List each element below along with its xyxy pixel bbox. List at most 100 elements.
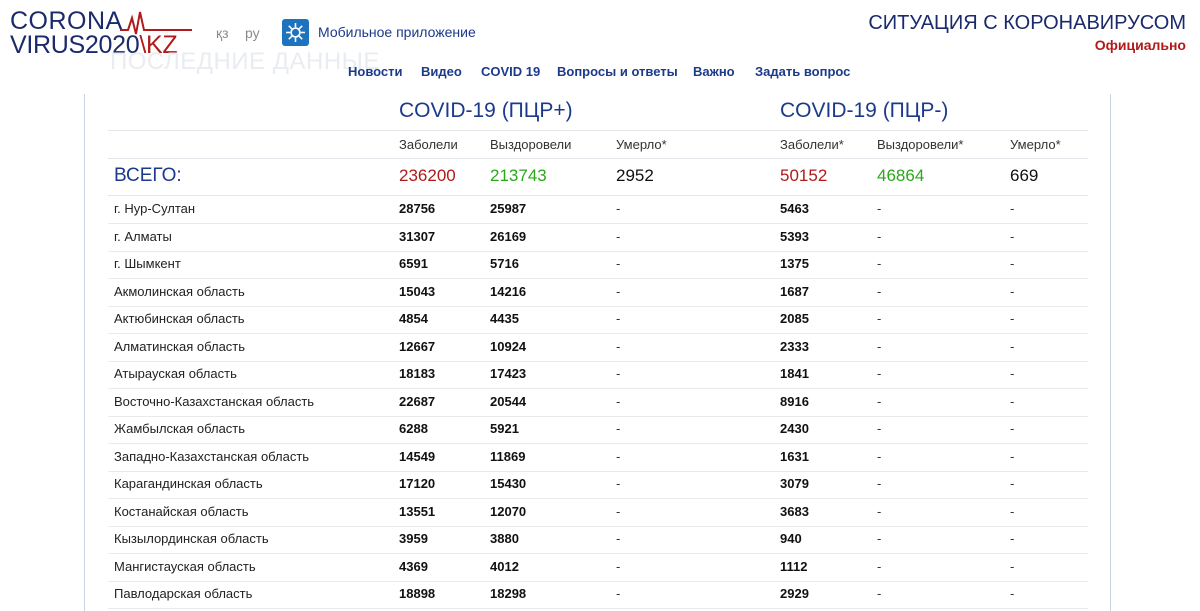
cell-recovered-neg: - [877, 421, 882, 436]
cell-recovered-neg: - [877, 586, 882, 601]
cell-infected-neg: 1687 [780, 283, 809, 299]
cell-died-neg: - [1010, 448, 1015, 464]
region-name: Кызылординская область [114, 531, 269, 546]
cell-infected: 4369 [399, 558, 428, 574]
lang-kz-link[interactable]: қз [216, 25, 229, 41]
pulse-icon [120, 11, 192, 35]
cell-died-neg: - [1010, 366, 1015, 381]
cell-recovered-neg: - [877, 476, 882, 491]
cell-recovered-neg: - [877, 338, 882, 354]
nav-important[interactable]: Важно [693, 64, 735, 79]
cell-died: - [616, 421, 621, 436]
table-row: Восточно-Казахстанская область 22687 205… [108, 389, 1088, 417]
cell-recovered: 4435 [490, 311, 519, 326]
page-title: СИТУАЦИЯ С КОРОНАВИРУСОМ [868, 12, 1186, 34]
cell-infected-neg: 1841 [780, 366, 809, 381]
cell-died-neg: - [1010, 476, 1015, 491]
total-recovered-neg: 46864 [877, 166, 925, 185]
total-died-neg: 669 [1010, 166, 1039, 185]
cell-infected: 14549 [399, 448, 436, 464]
cell-recovered: 11869 [490, 448, 526, 464]
table-row: Мангистауская область 4369 4012 - 1112 -… [108, 554, 1088, 582]
cell-died: - [616, 558, 621, 574]
region-name: Акмолинская область [114, 283, 245, 299]
divider [108, 195, 1088, 196]
nav-covid19[interactable]: COVID 19 [481, 64, 541, 79]
cell-died: - [616, 586, 621, 601]
region-name: Актюбинская область [114, 311, 245, 326]
cell-infected-neg: 2333 [780, 338, 809, 354]
cell-died-neg: - [1010, 338, 1015, 354]
cell-recovered: 26169 [490, 228, 527, 244]
cell-infected-neg: 8916 [780, 393, 809, 409]
frame-left [84, 94, 85, 611]
cell-recovered: 14216 [490, 283, 527, 299]
col-header-recovered-neg: Выздоровели* [877, 137, 964, 152]
cell-infected: 15043 [399, 283, 436, 299]
cell-died-neg: - [1010, 586, 1015, 601]
table-row: г. Алматы 31307 26169 - 5393 - - [108, 224, 1088, 252]
cell-died: - [616, 283, 621, 299]
frame-right [1110, 94, 1111, 611]
cell-infected: 13551 [399, 503, 436, 519]
cell-died-neg: - [1010, 503, 1015, 519]
cell-infected-neg: 940 [780, 531, 802, 546]
region-name: г. Шымкент [114, 256, 181, 271]
col-header-died-neg: Умерло* [1010, 137, 1061, 152]
col-header-infected: Заболели [399, 137, 458, 152]
table-row: Карагандинская область 17120 15430 - 307… [108, 471, 1088, 499]
cell-infected-neg: 2085 [780, 311, 809, 326]
cell-recovered-neg: - [877, 558, 882, 574]
cell-infected-neg: 1375 [780, 256, 809, 271]
cell-infected-neg: 2430 [780, 421, 809, 436]
region-name: Жамбылская область [114, 421, 246, 436]
cell-infected-neg: 5463 [780, 201, 809, 216]
virus-icon [282, 18, 309, 46]
cell-died-neg: - [1010, 228, 1015, 244]
cell-died-neg: - [1010, 531, 1015, 546]
nav-video[interactable]: Видео [421, 64, 462, 79]
cell-died-neg: - [1010, 311, 1015, 326]
mobile-app-link[interactable]: Мобильное приложение [282, 18, 476, 46]
cell-died: - [616, 201, 621, 216]
total-recovered: 213743 [490, 166, 547, 185]
cell-infected-neg: 5393 [780, 228, 809, 244]
cell-died: - [616, 393, 621, 409]
cell-recovered-neg: - [877, 311, 882, 326]
cell-recovered-neg: - [877, 366, 882, 381]
table-row: Павлодарская область 18898 18298 - 2929 … [108, 581, 1088, 609]
cell-recovered-neg: - [877, 228, 882, 244]
region-name: Мангистауская область [114, 558, 256, 574]
cell-died: - [616, 256, 621, 271]
total-label: ВСЕГО: [114, 165, 182, 186]
cell-died: - [616, 311, 621, 326]
cell-died-neg: - [1010, 421, 1015, 436]
nav-news[interactable]: Новости [348, 64, 403, 79]
official-label: Официально [1094, 37, 1186, 53]
table-row: Атырауская область 18183 17423 - 1841 - … [108, 361, 1088, 389]
table-row: Жамбылская область 6288 5921 - 2430 - - [108, 416, 1088, 444]
cell-infected-neg: 2929 [780, 586, 809, 601]
divider [108, 158, 1088, 159]
cell-infected-neg: 3079 [780, 476, 809, 491]
table-row: Акмолинская область 15043 14216 - 1687 -… [108, 279, 1088, 307]
cell-recovered-neg: - [877, 393, 882, 409]
cell-infected: 6288 [399, 421, 428, 436]
region-name: Восточно-Казахстанская область [114, 393, 315, 409]
region-name: Костанайская область [114, 503, 249, 519]
cell-recovered-neg: - [877, 256, 882, 271]
site-logo[interactable]: CORONA VIRUS2020\KZ [10, 8, 192, 58]
total-infected: 236200 [399, 166, 456, 185]
cell-recovered: 20544 [490, 393, 527, 409]
cell-infected: 18898 [399, 586, 436, 601]
nav-faq[interactable]: Вопросы и ответы [557, 64, 678, 79]
cell-infected: 18183 [399, 366, 436, 381]
cell-died: - [616, 338, 621, 354]
col-header-died: Умерло* [616, 137, 667, 152]
lang-ru-link[interactable]: ру [245, 25, 260, 41]
cell-infected-neg: 3683 [780, 503, 809, 519]
cell-recovered: 17423 [490, 366, 527, 381]
region-name: г. Нур-Султан [114, 201, 196, 216]
nav-ask-question[interactable]: Задать вопрос [755, 64, 851, 79]
cell-died: - [616, 228, 621, 244]
